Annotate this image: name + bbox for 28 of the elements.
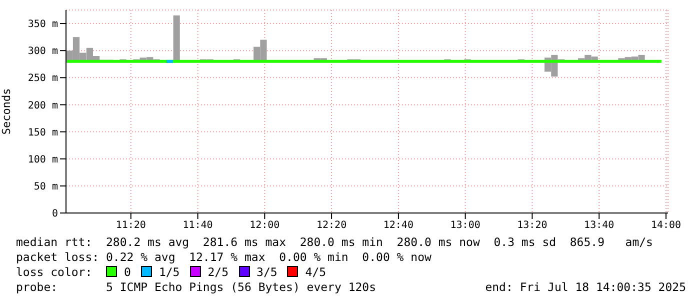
y-tick-label: 250 m [28,73,58,84]
text: median rtt: 280.2 ms avg 281.6 ms max 280.0 ms min 280.0 ms now 0.3 ms sd 865.9 am/s [16,235,654,250]
text: end: Fri Jul 18 14:00:35 2025 [485,280,686,295]
y-tick-label: 50 m [34,181,58,192]
x-tick-label: 14:00 [650,220,682,232]
x-tick-label: 11:40 [182,220,213,232]
y-axis-title: Seconds [0,88,13,135]
y-tick-label: 150 m [28,127,58,138]
x-tick-label: 13:40 [584,220,614,232]
legend-label: 4/5 [305,265,326,279]
legend-label: 1/5 [158,265,180,279]
x-tick-label: 12:20 [316,220,347,232]
legend-label: 3/5 [256,265,278,279]
x-tick-label: 12:40 [383,220,414,232]
text: packet loss: 0.22 % avg 12.17 % max 0.00 % min 0.00 % now [16,250,432,265]
y-tick-label: 300 m [28,46,58,58]
x-tick-label: 11:20 [116,220,146,232]
y-tick-label: 350 m [28,19,58,30]
legend-label: 2/5 [208,265,229,279]
y-tick-label: 0 [52,208,58,220]
text: probe: 5 ICMP Echo Pings (56 Bytes) every 120s [16,280,376,295]
y-tick-label: 200 m [28,100,58,112]
legend-title: loss color: [16,265,94,279]
legend-label: 0 [124,265,131,279]
y-tick-label: 100 m [28,154,58,166]
x-tick-label: 12:00 [250,220,280,232]
x-tick-label: 13:00 [450,220,480,232]
x-tick-label: 13:20 [517,220,548,232]
